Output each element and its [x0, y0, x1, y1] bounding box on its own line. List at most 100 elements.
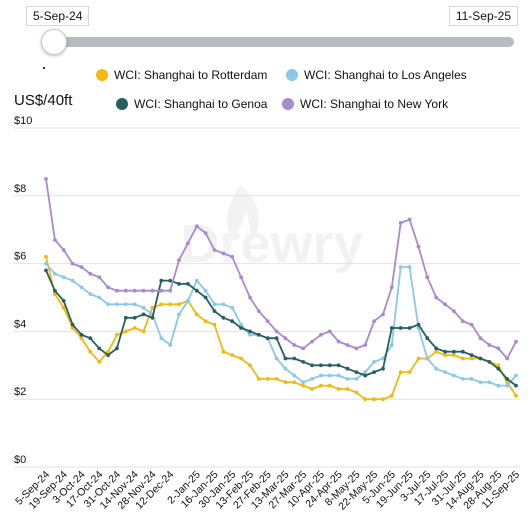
- data-point[interactable]: [115, 332, 119, 337]
- data-point[interactable]: [283, 336, 288, 341]
- data-point[interactable]: [319, 363, 323, 368]
- data-point[interactable]: [274, 356, 279, 361]
- data-point[interactable]: [168, 302, 173, 307]
- legend-item-genoa[interactable]: WCI: Shanghai to Genoa: [116, 97, 267, 111]
- data-point[interactable]: [398, 326, 403, 330]
- data-point[interactable]: [186, 241, 190, 246]
- data-point[interactable]: [97, 346, 102, 351]
- data-point[interactable]: [505, 356, 509, 361]
- data-point[interactable]: [460, 349, 465, 354]
- data-point[interactable]: [319, 383, 323, 388]
- data-point[interactable]: [389, 393, 394, 398]
- data-point[interactable]: [239, 322, 244, 327]
- data-point[interactable]: [61, 305, 66, 310]
- data-point[interactable]: [221, 302, 226, 307]
- data-point[interactable]: [265, 336, 270, 341]
- data-point[interactable]: [212, 322, 217, 327]
- data-point[interactable]: [248, 363, 252, 368]
- data-point[interactable]: [310, 339, 314, 344]
- data-point[interactable]: [336, 373, 341, 378]
- data-point[interactable]: [452, 309, 456, 313]
- data-point[interactable]: [434, 295, 439, 300]
- data-point[interactable]: [416, 356, 421, 361]
- data-point[interactable]: [61, 299, 66, 303]
- data-point[interactable]: [177, 282, 181, 286]
- data-point[interactable]: [79, 336, 84, 341]
- data-point[interactable]: [221, 349, 226, 354]
- data-point[interactable]: [372, 360, 376, 364]
- data-point[interactable]: [97, 360, 102, 364]
- data-point[interactable]: [327, 383, 332, 388]
- data-point[interactable]: [327, 329, 332, 334]
- data-point[interactable]: [434, 346, 439, 351]
- data-point[interactable]: [186, 282, 190, 286]
- legend-item-los-angeles[interactable]: WCI: Shanghai to Los Angeles: [286, 68, 467, 82]
- data-point[interactable]: [150, 288, 155, 293]
- data-point[interactable]: [514, 383, 518, 388]
- data-point[interactable]: [274, 336, 279, 341]
- legend-item-new-york[interactable]: WCI: Shanghai to New York: [282, 97, 448, 111]
- data-point[interactable]: [336, 387, 341, 391]
- data-point[interactable]: [194, 278, 199, 283]
- data-point[interactable]: [398, 265, 403, 269]
- data-point[interactable]: [44, 177, 48, 181]
- data-point[interactable]: [106, 349, 110, 354]
- data-point[interactable]: [345, 387, 350, 391]
- data-point[interactable]: [434, 349, 439, 354]
- data-point[interactable]: [425, 336, 430, 341]
- data-point[interactable]: [319, 332, 323, 337]
- data-point[interactable]: [336, 363, 341, 368]
- data-point[interactable]: [514, 373, 518, 378]
- data-point[interactable]: [168, 278, 173, 283]
- data-point[interactable]: [372, 397, 376, 402]
- data-point[interactable]: [416, 244, 421, 249]
- data-point[interactable]: [123, 302, 128, 307]
- data-point[interactable]: [292, 380, 297, 385]
- data-point[interactable]: [221, 315, 226, 320]
- data-point[interactable]: [203, 231, 208, 236]
- data-point[interactable]: [514, 393, 518, 398]
- data-point[interactable]: [97, 275, 102, 280]
- data-point[interactable]: [319, 373, 323, 378]
- data-point[interactable]: [79, 285, 84, 290]
- data-point[interactable]: [487, 343, 492, 347]
- data-point[interactable]: [123, 315, 128, 320]
- data-point[interactable]: [88, 271, 93, 276]
- data-point[interactable]: [389, 285, 394, 290]
- data-point[interactable]: [88, 292, 93, 296]
- data-point[interactable]: [416, 322, 421, 327]
- data-point[interactable]: [239, 356, 244, 361]
- data-point[interactable]: [159, 278, 164, 283]
- data-point[interactable]: [106, 285, 110, 290]
- data-point[interactable]: [203, 288, 208, 293]
- data-point[interactable]: [398, 370, 403, 374]
- data-point[interactable]: [310, 377, 314, 381]
- data-point[interactable]: [256, 332, 261, 337]
- data-point[interactable]: [70, 278, 75, 283]
- data-point[interactable]: [53, 271, 57, 276]
- data-point[interactable]: [301, 360, 306, 364]
- data-point[interactable]: [212, 302, 217, 307]
- data-point[interactable]: [283, 356, 288, 361]
- data-point[interactable]: [310, 363, 314, 368]
- data-point[interactable]: [354, 390, 359, 395]
- data-point[interactable]: [452, 349, 456, 354]
- data-point[interactable]: [265, 319, 270, 324]
- data-point[interactable]: [443, 349, 447, 354]
- data-point[interactable]: [79, 332, 84, 337]
- data-point[interactable]: [354, 377, 359, 381]
- data-point[interactable]: [97, 295, 102, 300]
- data-point[interactable]: [505, 383, 509, 388]
- data-point[interactable]: [132, 326, 137, 330]
- data-point[interactable]: [327, 373, 332, 378]
- data-point[interactable]: [194, 288, 199, 293]
- data-point[interactable]: [70, 261, 75, 266]
- data-point[interactable]: [443, 353, 447, 357]
- data-point[interactable]: [256, 309, 261, 313]
- data-point[interactable]: [407, 217, 412, 222]
- data-point[interactable]: [363, 370, 368, 374]
- data-point[interactable]: [460, 356, 465, 361]
- data-point[interactable]: [398, 221, 403, 225]
- data-point[interactable]: [283, 380, 288, 385]
- data-point[interactable]: [407, 326, 412, 330]
